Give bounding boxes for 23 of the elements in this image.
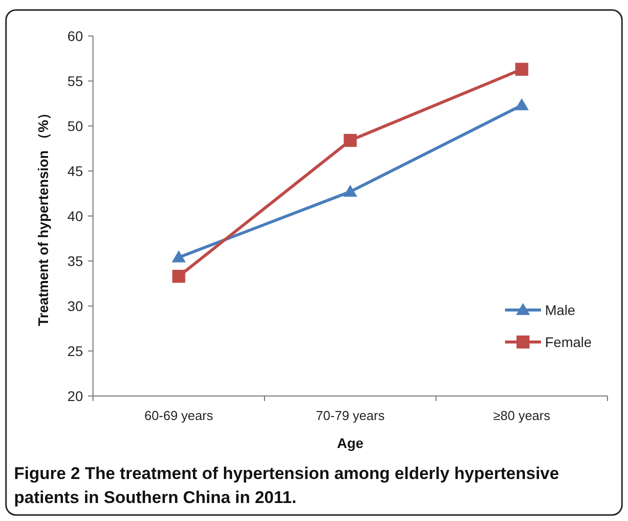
legend-label: Male [545, 302, 576, 318]
y-tick-label: 50 [67, 118, 84, 134]
y-axis-title: Treatment of hypertension （%） [35, 106, 51, 326]
point [172, 270, 186, 283]
point [515, 62, 528, 76]
caption: Figure 2 The treatment of hypertension among elderly hypertensive patients in Southern China in 2011. [14, 463, 560, 509]
y-tick-label: 20 [67, 388, 84, 404]
y-tick-label: 35 [67, 253, 84, 269]
x-axis-title: Age [337, 435, 364, 451]
legend-label: Female [545, 334, 592, 350]
point [514, 98, 529, 110]
point [172, 250, 186, 262]
point [344, 134, 357, 147]
y-tick-label: 60 [67, 28, 84, 44]
y-tick-label: 40 [67, 208, 84, 224]
y-tick-label: 55 [67, 73, 84, 89]
y-tick-label: 45 [67, 163, 84, 179]
y-tick-label: 25 [67, 343, 84, 359]
y-tick-label: 30 [67, 298, 84, 314]
x-tick-label: 70-79 years [316, 408, 386, 423]
point [343, 184, 358, 197]
x-tick-label: 60-69 years [144, 408, 214, 423]
x-tick-label: ≥80 years [493, 408, 551, 423]
